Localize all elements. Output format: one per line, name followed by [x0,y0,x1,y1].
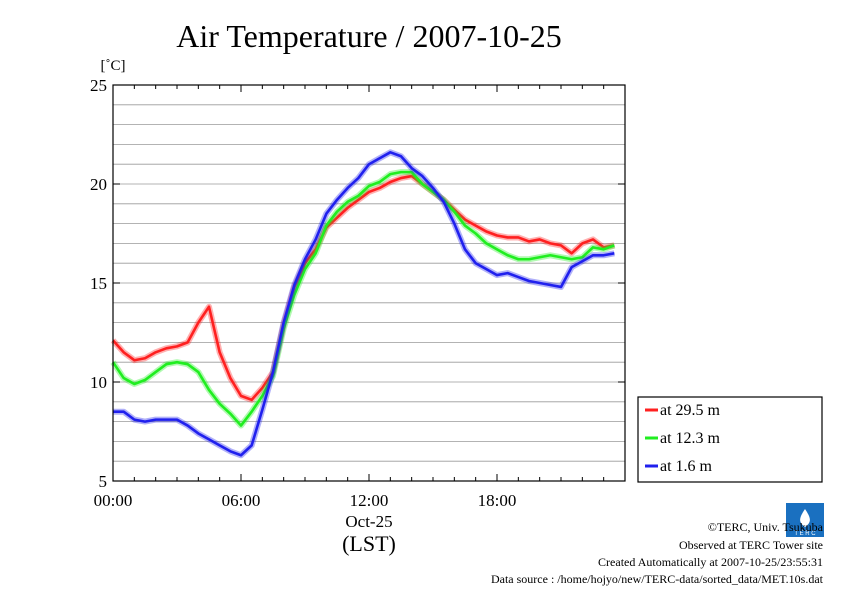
terc-logo: T E R C [786,503,824,537]
series-line-at-12-3-m [111,170,615,427]
axis-ticks: 5 10 15 20 25 00:00 06:00 12:00 18:00 [90,76,626,510]
credit-site: Observed at TERC Tower site [679,538,823,552]
series-line-at-29-5-m [112,174,615,402]
y-tick-label: 10 [90,373,107,392]
chart-title: Air Temperature / 2007-10-25 [176,18,562,54]
credit-source: Data source : /home/hojyo/new/TERC-data/… [491,572,824,586]
y-tick-label: 5 [99,472,108,491]
legend-label-29-5m: at 29.5 m [660,402,721,419]
terc-logo-text: T E R C [794,531,816,537]
x-tick-label: 12:00 [350,491,389,510]
gridlines [113,104,625,462]
x-tick-label: 00:00 [94,491,133,510]
legend-label-12-3m: at 12.3 m [660,430,721,447]
x-axis-date-label: Oct-25 [345,512,392,531]
series-line-at-1-6-m [113,151,615,457]
water-drop-icon [800,509,810,527]
y-tick-label: 15 [90,274,107,293]
credit-copyright: ©TERC, Univ. Tsukuba [708,520,824,534]
y-tick-label: 20 [90,175,107,194]
credit-created: Created Automatically at 2007-10-25/23:5… [598,555,823,569]
series-glow-at-12-3-m [110,169,616,429]
x-axis-timezone-label: (LST) [342,531,396,556]
legend: at 29.5 m at 12.3 m at 1.6 m [637,396,823,483]
x-tick-label: 18:00 [478,491,517,510]
y-axis-unit-label: [˚C] [101,58,126,74]
x-tick-label: 06:00 [222,491,261,510]
series-lines [110,149,616,459]
y-tick-label: 25 [90,76,107,95]
legend-box [637,396,823,483]
legend-label-1-6m: at 1.6 m [660,458,713,475]
